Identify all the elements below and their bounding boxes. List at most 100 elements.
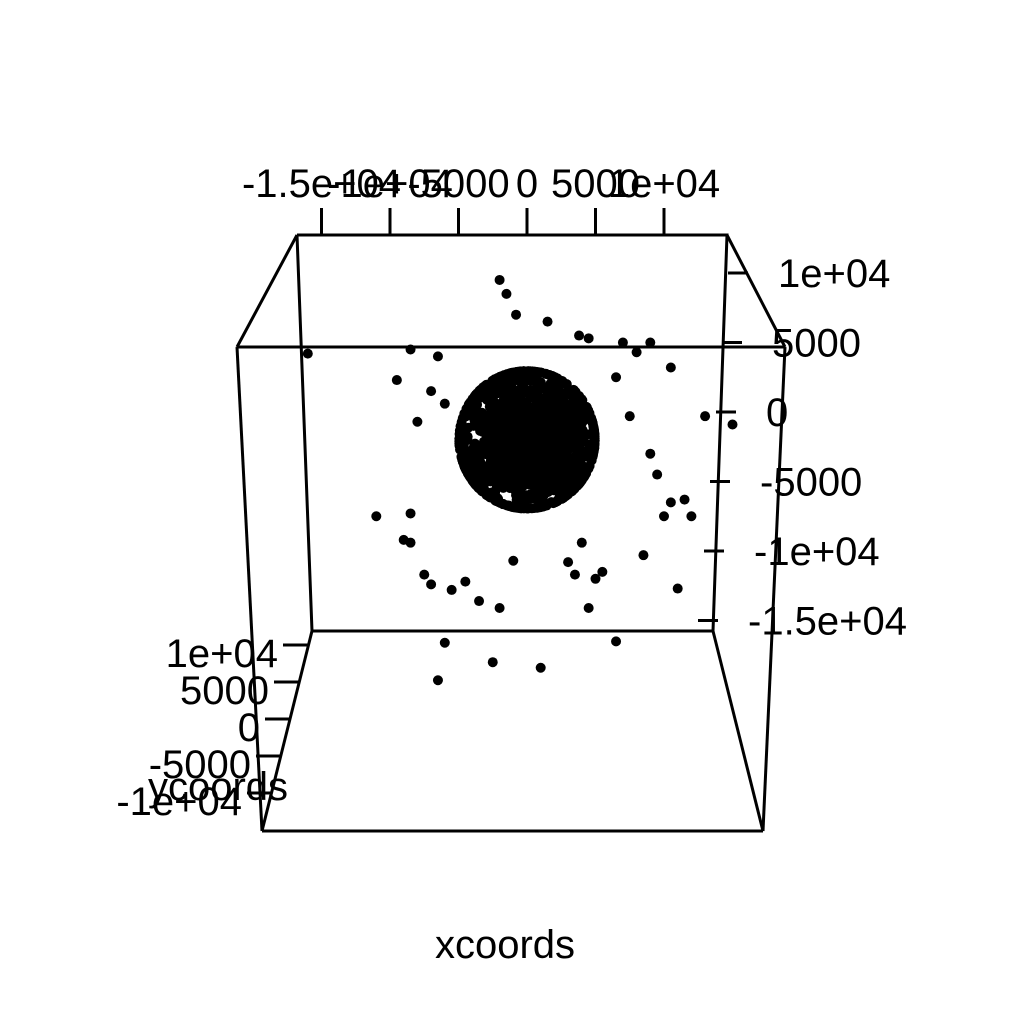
z-tick-label: -1e+04 (754, 530, 880, 574)
data-point (440, 638, 450, 648)
data-point (700, 411, 710, 421)
data-point (582, 452, 592, 462)
data-point (638, 550, 648, 560)
data-point (497, 371, 507, 381)
data-point (505, 501, 515, 511)
data-point (508, 387, 518, 397)
data-point (522, 406, 532, 416)
data-point (487, 376, 497, 386)
data-point (518, 366, 528, 376)
data-point (456, 452, 466, 462)
data-point (426, 386, 436, 396)
x-tick-label: 1e+04 (608, 162, 720, 206)
data-point (510, 472, 520, 482)
data-point (516, 503, 526, 513)
data-point (481, 475, 491, 485)
data-point (538, 502, 548, 512)
data-point (680, 495, 690, 505)
data-point (585, 461, 595, 471)
data-point (625, 411, 635, 421)
data-point (468, 452, 478, 462)
data-point (426, 579, 436, 589)
data-point (495, 275, 505, 285)
data-point (495, 603, 505, 613)
data-point (611, 372, 621, 382)
data-point (507, 368, 517, 378)
data-point (510, 452, 520, 462)
data-point (412, 417, 422, 427)
data-point (461, 464, 471, 474)
data-point (632, 347, 642, 357)
data-point (550, 466, 560, 476)
data-point (440, 399, 450, 409)
data-point (507, 430, 517, 440)
box-sides (237, 235, 785, 831)
data-point (528, 385, 538, 395)
y-axis-title: ycoords (148, 765, 288, 809)
data-point (584, 333, 594, 343)
data-point (577, 538, 587, 548)
data-point (419, 570, 429, 580)
data-point (371, 511, 381, 521)
data-point (455, 426, 465, 436)
data-point (406, 538, 416, 548)
data-point (565, 473, 575, 483)
data-point (472, 400, 482, 410)
x-tick-label: -5000 (407, 162, 509, 206)
data-point (535, 438, 545, 448)
data-point (611, 636, 621, 646)
data-point (728, 420, 738, 430)
data-point (527, 366, 537, 376)
data-point (433, 675, 443, 685)
data-point (474, 596, 484, 606)
data-point (532, 470, 542, 480)
data-point (471, 390, 481, 400)
z-axis: 1e+04 5000 0 -5000 -1e+04 -1.5e+04 (698, 252, 907, 644)
z-tick-label: -5000 (760, 461, 862, 505)
data-point (501, 289, 511, 299)
data-point (487, 385, 497, 395)
data-point (559, 441, 569, 451)
data-point (544, 410, 554, 420)
z-tick-label: -1.5e+04 (748, 600, 907, 644)
z-tick-label: 0 (766, 391, 788, 435)
data-points (303, 275, 738, 685)
data-point (494, 497, 504, 507)
data-point (645, 338, 655, 348)
data-point (574, 331, 584, 341)
x-axis-title: xcoords (435, 923, 575, 967)
data-point (508, 556, 518, 566)
z-tick-label: 1e+04 (778, 252, 890, 296)
x-tick-label: 0 (516, 162, 538, 206)
data-point (575, 478, 585, 488)
data-point (652, 470, 662, 480)
data-point (510, 485, 520, 495)
data-point (471, 480, 481, 490)
data-point (511, 310, 521, 320)
data-point (469, 442, 479, 452)
data-point (569, 437, 579, 447)
data-point (563, 557, 573, 567)
z-tick-label: 5000 (772, 322, 861, 366)
data-point (574, 391, 584, 401)
data-point (558, 399, 568, 409)
data-point (303, 349, 313, 359)
data-point (584, 603, 594, 613)
data-point (570, 570, 580, 580)
data-point (536, 663, 546, 673)
data-point (666, 497, 676, 507)
data-point (488, 657, 498, 667)
data-point (392, 375, 402, 385)
data-point (543, 317, 553, 327)
data-point (532, 450, 542, 460)
data-point (406, 344, 416, 354)
data-point (506, 399, 516, 409)
data-point (559, 462, 569, 472)
data-point (587, 441, 597, 451)
data-point (498, 477, 508, 487)
data-point (548, 498, 558, 508)
data-point (673, 584, 683, 594)
data-point (433, 351, 443, 361)
